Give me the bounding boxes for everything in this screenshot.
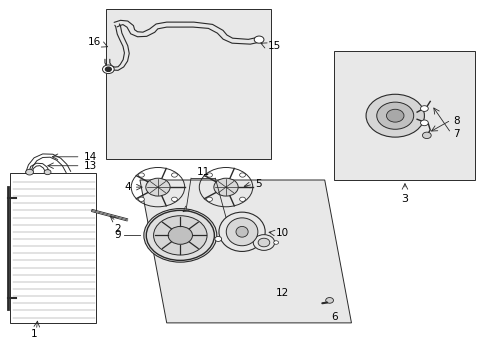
- Circle shape: [376, 102, 413, 129]
- Circle shape: [258, 238, 269, 247]
- Text: 14: 14: [84, 152, 97, 162]
- Circle shape: [366, 94, 424, 137]
- Circle shape: [206, 173, 212, 177]
- Circle shape: [206, 197, 212, 201]
- Text: 16: 16: [88, 37, 101, 48]
- Text: 7: 7: [453, 129, 459, 139]
- Circle shape: [138, 173, 144, 177]
- Circle shape: [239, 197, 245, 201]
- Circle shape: [273, 241, 278, 244]
- Text: 10: 10: [276, 228, 288, 238]
- Circle shape: [145, 178, 170, 196]
- Text: 8: 8: [453, 116, 459, 126]
- Polygon shape: [140, 180, 351, 323]
- Bar: [370, 103, 411, 126]
- Ellipse shape: [226, 218, 257, 246]
- Text: 4: 4: [124, 182, 131, 192]
- Bar: [334, 51, 474, 180]
- Bar: [106, 9, 271, 158]
- Text: 11: 11: [196, 167, 209, 177]
- Circle shape: [213, 178, 238, 196]
- Circle shape: [138, 197, 144, 201]
- Circle shape: [420, 120, 427, 126]
- Circle shape: [44, 170, 51, 175]
- Text: 9: 9: [115, 230, 121, 240]
- Ellipse shape: [219, 212, 264, 251]
- Circle shape: [253, 235, 274, 250]
- Text: 3: 3: [401, 194, 407, 203]
- Circle shape: [254, 36, 264, 43]
- Text: 2: 2: [114, 224, 120, 234]
- Ellipse shape: [236, 226, 247, 237]
- Text: 6: 6: [331, 312, 338, 322]
- Text: 13: 13: [84, 161, 97, 171]
- Text: 1: 1: [30, 329, 37, 339]
- Circle shape: [214, 237, 221, 242]
- Circle shape: [239, 173, 245, 177]
- Polygon shape: [10, 173, 96, 323]
- Circle shape: [171, 173, 177, 177]
- Text: 5: 5: [255, 179, 262, 189]
- Text: 15: 15: [267, 41, 281, 51]
- Circle shape: [168, 226, 192, 244]
- Circle shape: [422, 132, 430, 139]
- Circle shape: [102, 65, 114, 73]
- Text: 12: 12: [276, 288, 289, 297]
- Circle shape: [386, 109, 403, 122]
- Circle shape: [171, 197, 177, 201]
- Circle shape: [325, 297, 333, 303]
- Circle shape: [105, 67, 111, 71]
- Circle shape: [143, 208, 216, 262]
- Circle shape: [420, 106, 427, 111]
- Circle shape: [153, 216, 206, 255]
- Circle shape: [26, 169, 33, 175]
